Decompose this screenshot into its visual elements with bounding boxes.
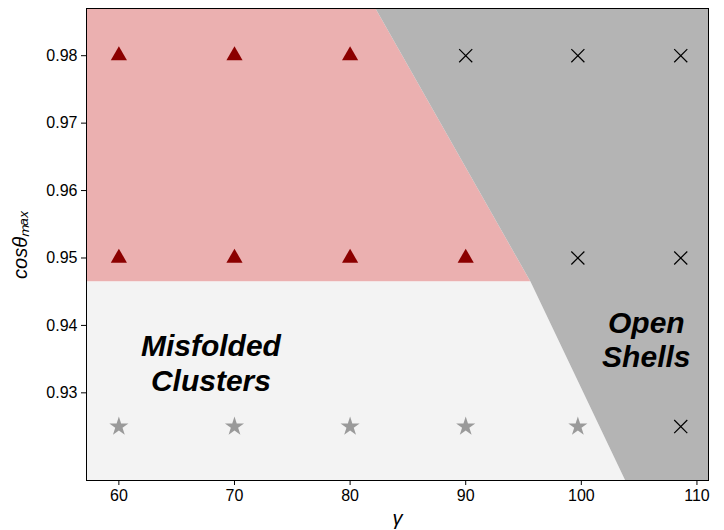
- svg-text:100: 100: [568, 487, 595, 504]
- svg-text:60: 60: [110, 487, 128, 504]
- svg-text:0.95: 0.95: [46, 249, 77, 266]
- svg-text:90: 90: [457, 487, 475, 504]
- svg-text:80: 80: [341, 487, 359, 504]
- svg-text:MisfoldedClusters: MisfoldedClusters: [141, 329, 282, 397]
- svg-text:γ: γ: [393, 507, 404, 529]
- svg-text:0.93: 0.93: [46, 384, 77, 401]
- svg-text:0.98: 0.98: [46, 47, 77, 64]
- svg-text:70: 70: [226, 487, 244, 504]
- svg-text:110: 110: [684, 487, 710, 504]
- svg-text:OpenShells: OpenShells: [602, 306, 690, 374]
- svg-text:cosθₘₐₓ: cosθₘₐₓ: [9, 210, 31, 279]
- svg-text:0.94: 0.94: [46, 317, 77, 334]
- svg-text:0.97: 0.97: [46, 114, 77, 131]
- svg-text:0.96: 0.96: [46, 182, 77, 199]
